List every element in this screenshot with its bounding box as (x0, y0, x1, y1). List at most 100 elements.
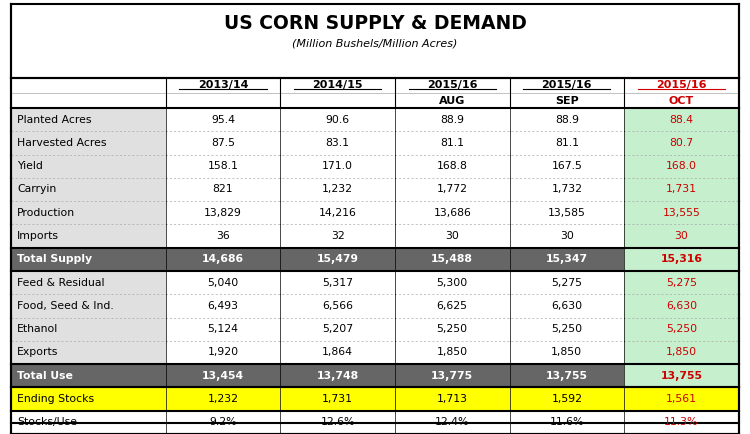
Bar (166, 248, 280, 271)
Bar (11, 78, 166, 93)
Text: Stocks/Use: Stocks/Use (17, 418, 77, 427)
Text: 14,686: 14,686 (202, 254, 244, 264)
Text: 1,232: 1,232 (208, 394, 238, 404)
Bar (280, 78, 395, 93)
Bar (280, 108, 395, 132)
Bar (509, 341, 624, 364)
Text: 167.5: 167.5 (551, 161, 582, 171)
Bar (166, 93, 280, 108)
Bar (509, 178, 624, 201)
Bar (11, 93, 166, 108)
Text: 5,275: 5,275 (551, 278, 582, 288)
Text: 5,124: 5,124 (208, 324, 238, 334)
Text: 5,275: 5,275 (666, 278, 697, 288)
Bar (509, 318, 624, 341)
Bar (624, 178, 739, 201)
Text: US CORN SUPPLY & DEMAND: US CORN SUPPLY & DEMAND (224, 14, 526, 33)
Text: Planted Acres: Planted Acres (17, 115, 92, 125)
Bar (624, 271, 739, 294)
Text: Ethanol: Ethanol (17, 324, 58, 334)
Bar (166, 341, 280, 364)
Bar (624, 318, 739, 341)
Text: Total Use: Total Use (17, 371, 74, 381)
Text: 2015/16: 2015/16 (427, 80, 478, 90)
Text: Feed & Residual: Feed & Residual (17, 278, 105, 288)
Bar (280, 388, 395, 411)
Bar (395, 341, 509, 364)
Bar (395, 155, 509, 178)
Text: 13,686: 13,686 (433, 208, 471, 218)
Bar (509, 224, 624, 248)
Text: 5,300: 5,300 (436, 278, 468, 288)
Text: 2014/15: 2014/15 (313, 80, 363, 90)
Text: 12.6%: 12.6% (320, 418, 355, 427)
Bar (280, 271, 395, 294)
Bar (280, 132, 395, 155)
Bar (624, 78, 739, 93)
Bar (395, 108, 509, 132)
Text: 6,493: 6,493 (208, 301, 238, 311)
Bar (166, 388, 280, 411)
Text: 11.6%: 11.6% (550, 418, 584, 427)
Bar (11, 341, 166, 364)
Bar (166, 318, 280, 341)
Text: 1,772: 1,772 (436, 184, 468, 194)
Text: 15,488: 15,488 (431, 254, 473, 264)
Bar (166, 224, 280, 248)
Text: 15,316: 15,316 (661, 254, 703, 264)
Bar (624, 201, 739, 224)
Text: 1,732: 1,732 (551, 184, 582, 194)
Bar (11, 388, 166, 411)
Text: Imports: Imports (17, 231, 59, 241)
Text: 1,561: 1,561 (666, 394, 697, 404)
Text: 95.4: 95.4 (211, 115, 235, 125)
Bar (395, 224, 509, 248)
Bar (395, 178, 509, 201)
Bar (11, 224, 166, 248)
Text: 1,731: 1,731 (666, 184, 697, 194)
Bar (624, 108, 739, 132)
Text: OCT: OCT (669, 96, 694, 106)
Bar (280, 294, 395, 318)
Bar (509, 411, 624, 434)
Bar (624, 224, 739, 248)
Bar (395, 132, 509, 155)
Text: Food, Seed & Ind.: Food, Seed & Ind. (17, 301, 114, 311)
Text: 13,748: 13,748 (316, 371, 358, 381)
Bar (11, 201, 166, 224)
Bar (509, 248, 624, 271)
Bar (624, 93, 739, 108)
Bar (624, 341, 739, 364)
Text: 80.7: 80.7 (670, 138, 694, 148)
Text: 171.0: 171.0 (322, 161, 353, 171)
Bar (11, 318, 166, 341)
Text: 5,250: 5,250 (436, 324, 468, 334)
Text: 15,347: 15,347 (546, 254, 588, 264)
Bar (280, 93, 395, 108)
Bar (280, 364, 395, 388)
Text: 5,040: 5,040 (208, 278, 238, 288)
Bar (395, 318, 509, 341)
Bar (395, 364, 509, 388)
Bar (280, 248, 395, 271)
Bar (11, 108, 166, 132)
Text: 1,850: 1,850 (551, 348, 583, 358)
Text: AUG: AUG (439, 96, 466, 106)
Bar (11, 132, 166, 155)
Bar (280, 178, 395, 201)
Text: 2015/16: 2015/16 (656, 80, 706, 90)
Bar (11, 248, 166, 271)
Text: 87.5: 87.5 (211, 138, 235, 148)
Text: 6,566: 6,566 (322, 301, 353, 311)
Bar (395, 248, 509, 271)
Bar (166, 78, 280, 93)
Bar (509, 78, 624, 93)
Text: Ending Stocks: Ending Stocks (17, 394, 94, 404)
Bar (280, 341, 395, 364)
Text: 168.0: 168.0 (666, 161, 697, 171)
Text: 158.1: 158.1 (208, 161, 238, 171)
Bar (166, 178, 280, 201)
Text: 6,625: 6,625 (436, 301, 468, 311)
Bar (395, 388, 509, 411)
Bar (509, 93, 624, 108)
